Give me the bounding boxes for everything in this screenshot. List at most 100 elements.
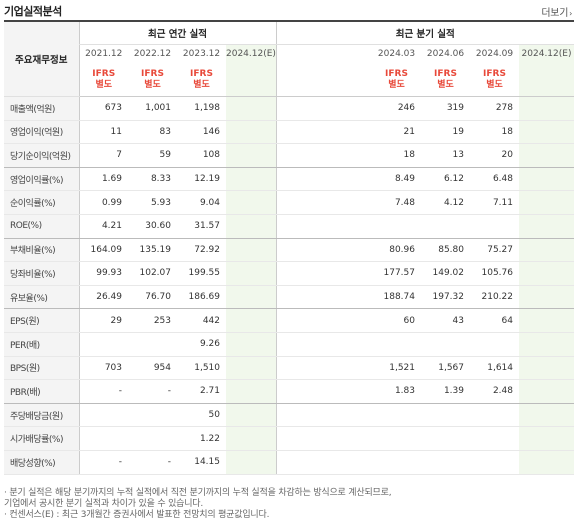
more-link[interactable]: 더보기›	[541, 4, 572, 19]
cell-annual: 29	[78, 308, 128, 333]
spacer-cell	[275, 167, 372, 192]
cell-annual: 76.70	[128, 285, 177, 310]
section-title: 기업실적분석	[4, 5, 62, 18]
cell-annual: 2.71	[177, 379, 226, 404]
row-label: 시가배당률(%)	[4, 426, 79, 451]
cell-annual: 14.15	[177, 450, 226, 475]
table-row: 순이익률(%) 0.99 5.93 9.04 7.48 4.12 7.11	[4, 190, 575, 215]
cell-quarter: 246	[372, 96, 421, 121]
table-row: 주당배당금(원) 50	[4, 403, 575, 428]
cell-quarter	[519, 261, 575, 286]
cell-quarter: 177.57	[372, 261, 421, 286]
row-label: 매출액(억원)	[4, 96, 79, 121]
cell-quarter	[519, 356, 575, 381]
cell-quarter	[470, 214, 519, 239]
period-annual: 2022.12	[133, 49, 172, 59]
cell-annual: 8.33	[128, 167, 177, 192]
cell-annual	[128, 403, 177, 428]
cell-quarter	[372, 450, 421, 475]
cell-annual: 26.49	[78, 285, 128, 310]
period-quarter: 2024.03	[377, 49, 416, 59]
cell-quarter: 105.76	[470, 261, 519, 286]
cell-quarter: 20	[470, 143, 519, 168]
table-row: 매출액(억원) 673 1,001 1,198 246 319 278	[4, 96, 575, 121]
cell-quarter	[519, 426, 575, 451]
row-label: 영업이익률(%)	[4, 167, 79, 192]
basis-line: 별도	[95, 79, 113, 90]
table-row: 배당성향(%) - -14.15	[4, 450, 575, 475]
cell-annual: 9.04	[177, 190, 226, 215]
cell-quarter: 1,614	[470, 356, 519, 381]
cell-quarter	[519, 450, 575, 475]
spacer-cell	[275, 332, 372, 357]
cell-annual: 442	[177, 308, 226, 333]
cell-quarter: 278	[470, 96, 519, 121]
cell-quarter: 1,567	[421, 356, 470, 381]
footnote: · 분기 실적은 해당 분기까지의 누적 실적에서 직전 분기까지의 누적 실적…	[4, 488, 392, 498]
cell-annual	[226, 285, 276, 310]
basis-line: IFRS	[385, 68, 408, 79]
cell-quarter: 1.83	[372, 379, 421, 404]
row-label: 주당배당금(원)	[4, 403, 79, 428]
cell-annual: 5.93	[128, 190, 177, 215]
cell-quarter	[372, 426, 421, 451]
cell-quarter	[372, 403, 421, 428]
cell-quarter	[519, 120, 575, 145]
financial-table: 주요재무정보 최근 연간 실적 최근 분기 실적 2021.12 2022.12 2…	[4, 20, 575, 475]
row-label: 배당성향(%)	[4, 450, 79, 475]
cell-annual: 102.07	[128, 261, 177, 286]
cell-annual: 1,198	[177, 96, 226, 121]
cell-quarter	[421, 450, 470, 475]
spacer-cell	[275, 44, 372, 63]
cell-quarter	[421, 426, 470, 451]
row-label: PBR(배)	[4, 379, 79, 404]
cell-annual	[226, 143, 276, 168]
cell-quarter: 80.96	[372, 238, 421, 263]
cell-quarter	[470, 426, 519, 451]
cell-annual: 673	[78, 96, 128, 121]
cell-quarter	[470, 403, 519, 428]
basis-line: 별도	[193, 79, 210, 90]
period-quarter: 2024.12(E)	[519, 44, 575, 63]
table-row: 영업이익(억원) 11 83 146 21 19 18	[4, 120, 575, 145]
basis-line: IFRS	[141, 68, 164, 79]
cell-quarter: 7.48	[372, 190, 421, 215]
spacer-cell	[275, 403, 372, 428]
cell-annual	[226, 426, 276, 451]
cell-quarter	[519, 96, 575, 121]
row-label: 유보율(%)	[4, 285, 79, 310]
cell-quarter: 43	[421, 308, 470, 333]
more-label: 더보기	[541, 8, 569, 19]
basis-line: 별도	[486, 79, 503, 90]
table-row: 유보율(%) 26.49 76.70 186.69 188.74 197.32 210.22	[4, 285, 575, 310]
basis-line: IFRS	[434, 68, 457, 79]
period-annual: 2021.12	[78, 44, 128, 63]
basis-label	[226, 63, 276, 97]
cell-quarter	[470, 450, 519, 475]
spacer-cell	[275, 143, 372, 168]
cell-annual: 186.69	[177, 285, 226, 310]
spacer-cell	[275, 63, 372, 97]
cell-quarter	[470, 332, 519, 357]
cell-quarter	[372, 214, 421, 239]
cell-quarter: 60	[372, 308, 421, 333]
spacer-cell	[275, 450, 372, 475]
cell-quarter: 18	[372, 143, 421, 168]
basis-label	[519, 63, 575, 97]
cell-annual: 954	[128, 356, 177, 381]
cell-annual: 9.26	[177, 332, 226, 357]
cell-quarter: 6.12	[421, 167, 470, 192]
cell-annual	[128, 332, 177, 357]
basis-label: IFRS 별도	[128, 63, 177, 97]
cell-annual: 0.99	[78, 190, 128, 215]
cell-quarter	[519, 285, 575, 310]
basis-line: 별도	[144, 79, 161, 90]
cell-annual: -	[78, 450, 128, 475]
row-label: 부채비율(%)	[4, 238, 79, 263]
cell-annual: 108	[177, 143, 226, 168]
cell-quarter: 18	[470, 120, 519, 145]
cell-annual	[226, 403, 276, 428]
cell-annual: 12.19	[177, 167, 226, 192]
row-label: ROE(%)	[4, 214, 79, 239]
spacer-cell	[275, 285, 372, 310]
